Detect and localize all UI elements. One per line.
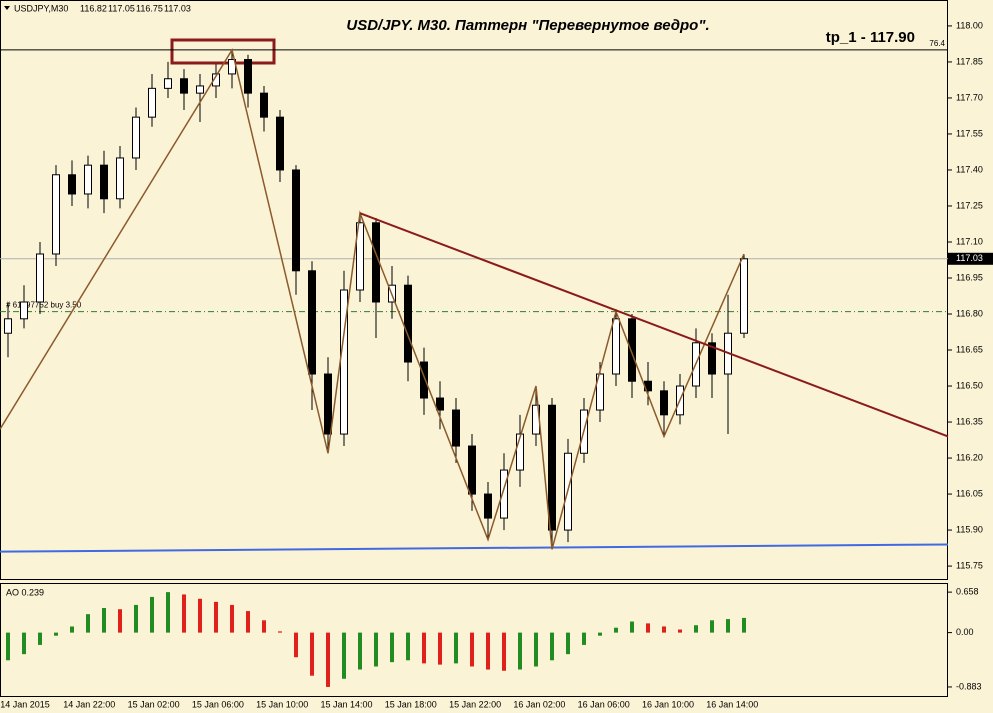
candle-body bbox=[708, 342, 716, 375]
price-frame bbox=[0, 0, 948, 580]
candle-body bbox=[356, 222, 364, 291]
candle-body bbox=[132, 116, 140, 159]
x-tick-label: 14 Jan 22:00 bbox=[63, 699, 115, 709]
y-tick-label: -0.883 bbox=[956, 681, 982, 691]
trendline bbox=[359, 212, 949, 438]
candle-body bbox=[452, 409, 460, 447]
y-tick-label: 0.00 bbox=[956, 627, 974, 637]
x-tick-label: 14 Jan 2015 bbox=[0, 699, 50, 709]
x-tick-label: 15 Jan 22:00 bbox=[449, 699, 501, 709]
target-label: 76.4 bbox=[929, 39, 945, 48]
candle-body bbox=[292, 169, 300, 272]
candle-body bbox=[484, 493, 492, 519]
candle-body bbox=[308, 270, 316, 375]
chart-title: USD/JPY. M30. Паттерн "Перевернутое ведр… bbox=[346, 17, 709, 34]
candle-body bbox=[548, 404, 556, 531]
symbol: USDJPY,M30 bbox=[14, 3, 68, 13]
candle-body bbox=[20, 301, 28, 320]
candle-body bbox=[180, 78, 188, 94]
candle-body bbox=[276, 116, 284, 171]
header-ohlc: 117.03 bbox=[164, 3, 191, 13]
y-tick-label: 117.85 bbox=[956, 56, 983, 66]
candle-body bbox=[324, 373, 332, 435]
header-ohlc: 117.05 bbox=[108, 3, 135, 13]
y-tick-label: 117.40 bbox=[956, 164, 983, 174]
candle-body bbox=[628, 318, 636, 382]
menu-arrow bbox=[4, 6, 10, 10]
y-tick-label: 117.10 bbox=[956, 236, 983, 246]
candle-body bbox=[516, 433, 524, 471]
order-text: # 61097752 buy 3.50 bbox=[6, 301, 82, 310]
x-tick-label: 15 Jan 14:00 bbox=[320, 699, 372, 709]
highlight-box bbox=[170, 38, 276, 65]
x-tick-label: 16 Jan 02:00 bbox=[513, 699, 565, 709]
x-tick-label: 15 Jan 06:00 bbox=[192, 699, 244, 709]
header-ohlc: 116.82 bbox=[80, 3, 107, 13]
y-tick-label: 115.90 bbox=[956, 524, 983, 534]
y-tick-label: 117.70 bbox=[956, 92, 983, 102]
candle-body bbox=[500, 469, 508, 519]
y-tick-label: 116.80 bbox=[956, 308, 983, 318]
x-tick-label: 16 Jan 10:00 bbox=[642, 699, 694, 709]
candle-body bbox=[660, 390, 668, 416]
ao-label: AO 0.239 bbox=[6, 587, 44, 597]
candle-body bbox=[148, 87, 156, 118]
candle-body bbox=[612, 318, 620, 375]
x-tick-label: 15 Jan 02:00 bbox=[128, 699, 180, 709]
price-box bbox=[948, 252, 993, 265]
candle-body bbox=[100, 164, 108, 200]
y-tick-label: 116.20 bbox=[956, 452, 983, 462]
y-tick-label: 116.95 bbox=[956, 272, 983, 282]
ao-frame bbox=[0, 583, 948, 697]
y-tick-label: 117.25 bbox=[956, 200, 983, 210]
current-price: 117.03 bbox=[956, 253, 983, 263]
zigzag bbox=[0, 47, 745, 550]
candle-body bbox=[404, 284, 412, 363]
candle-body bbox=[116, 157, 124, 200]
y-tick-label: 0.658 bbox=[956, 586, 979, 596]
x-tick-label: 16 Jan 06:00 bbox=[578, 699, 630, 709]
candle-body bbox=[196, 85, 204, 94]
candle-body bbox=[596, 373, 604, 411]
candle-body bbox=[4, 318, 12, 334]
candle-body bbox=[36, 253, 44, 303]
y-tick-label: 115.75 bbox=[956, 560, 983, 570]
candle-body bbox=[436, 397, 444, 411]
y-tick-label: 118.00 bbox=[956, 20, 983, 30]
candle-body bbox=[372, 222, 380, 303]
candle-body bbox=[68, 174, 76, 195]
candle-body bbox=[212, 73, 220, 87]
candle-body bbox=[164, 78, 172, 89]
header-ohlc: 116.75 bbox=[136, 3, 163, 13]
target-text: tp_1 - 117.90 bbox=[826, 29, 915, 46]
candle-body bbox=[52, 174, 60, 255]
y-tick-label: 116.05 bbox=[956, 488, 983, 498]
y-tick-label: 117.55 bbox=[956, 128, 983, 138]
candle-body bbox=[84, 164, 92, 195]
x-tick-label: 15 Jan 10:00 bbox=[256, 699, 308, 709]
candle-body bbox=[468, 445, 476, 495]
candle-body bbox=[260, 92, 268, 118]
support-line bbox=[0, 543, 949, 553]
y-tick-label: 116.35 bbox=[956, 416, 983, 426]
x-tick-label: 15 Jan 18:00 bbox=[385, 699, 437, 709]
y-tick-label: 116.65 bbox=[956, 344, 983, 354]
candle-body bbox=[244, 59, 252, 94]
x-tick-label: 16 Jan 14:00 bbox=[706, 699, 758, 709]
candle-body bbox=[740, 258, 748, 334]
y-tick-label: 116.50 bbox=[956, 380, 983, 390]
candle-body bbox=[420, 361, 428, 399]
